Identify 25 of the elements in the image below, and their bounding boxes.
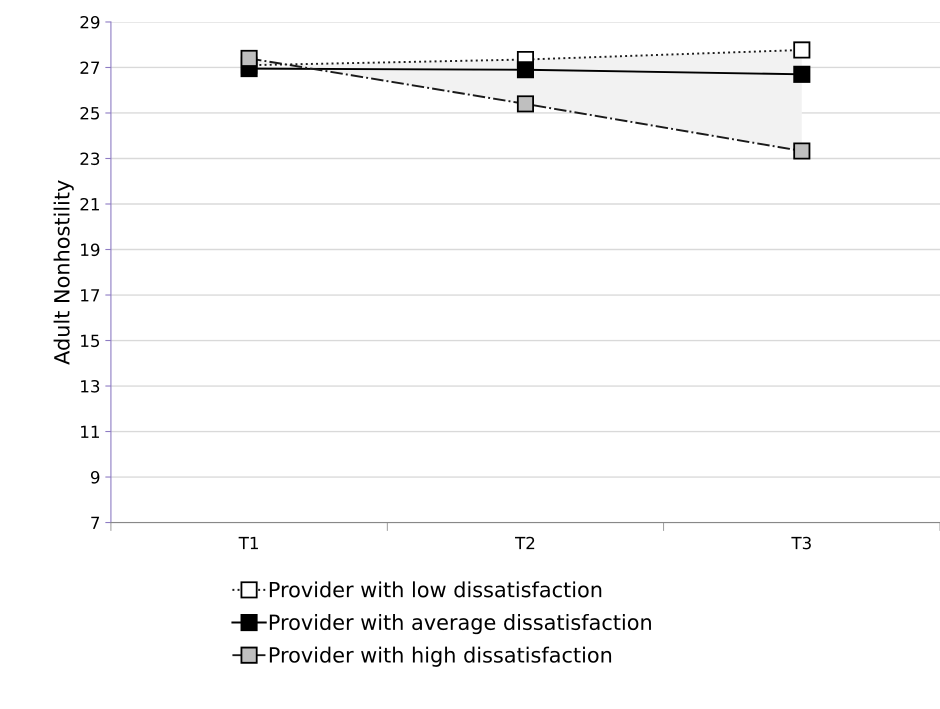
x-tick-label: T3 [791, 536, 811, 550]
point [516, 95, 534, 112]
legend-label: Provider with high dissatisfaction [270, 646, 612, 667]
x-tick-label: T1 [238, 536, 258, 550]
y-tick-label: 19 [81, 243, 100, 256]
x-tick-label: T2 [515, 536, 534, 550]
point [793, 41, 810, 59]
legend-label: Provider with average dissatisfaction [270, 614, 651, 634]
point [240, 50, 258, 67]
y-tick-label: 23 [80, 152, 100, 166]
y-tick-label: 13 [81, 380, 100, 393]
point [516, 61, 534, 78]
y-tick-label: 17 [81, 289, 100, 302]
point [793, 142, 810, 160]
point [793, 66, 810, 83]
y-tick-label: 27 [80, 61, 100, 74]
legend-label: Provider with low dissatisfaction [270, 581, 602, 598]
y-tick-label: 9 [90, 470, 100, 484]
y-tick-label: 11 [81, 426, 99, 438]
y-tick-label: 7 [91, 516, 100, 529]
y-tick-label: 25 [80, 106, 100, 120]
y-axis-title: Adult Nonhostility [54, 180, 74, 365]
y-tick-label: 15 [81, 334, 100, 348]
y-tick-label: 21 [80, 198, 99, 210]
y-tick-label: 29 [80, 16, 100, 29]
